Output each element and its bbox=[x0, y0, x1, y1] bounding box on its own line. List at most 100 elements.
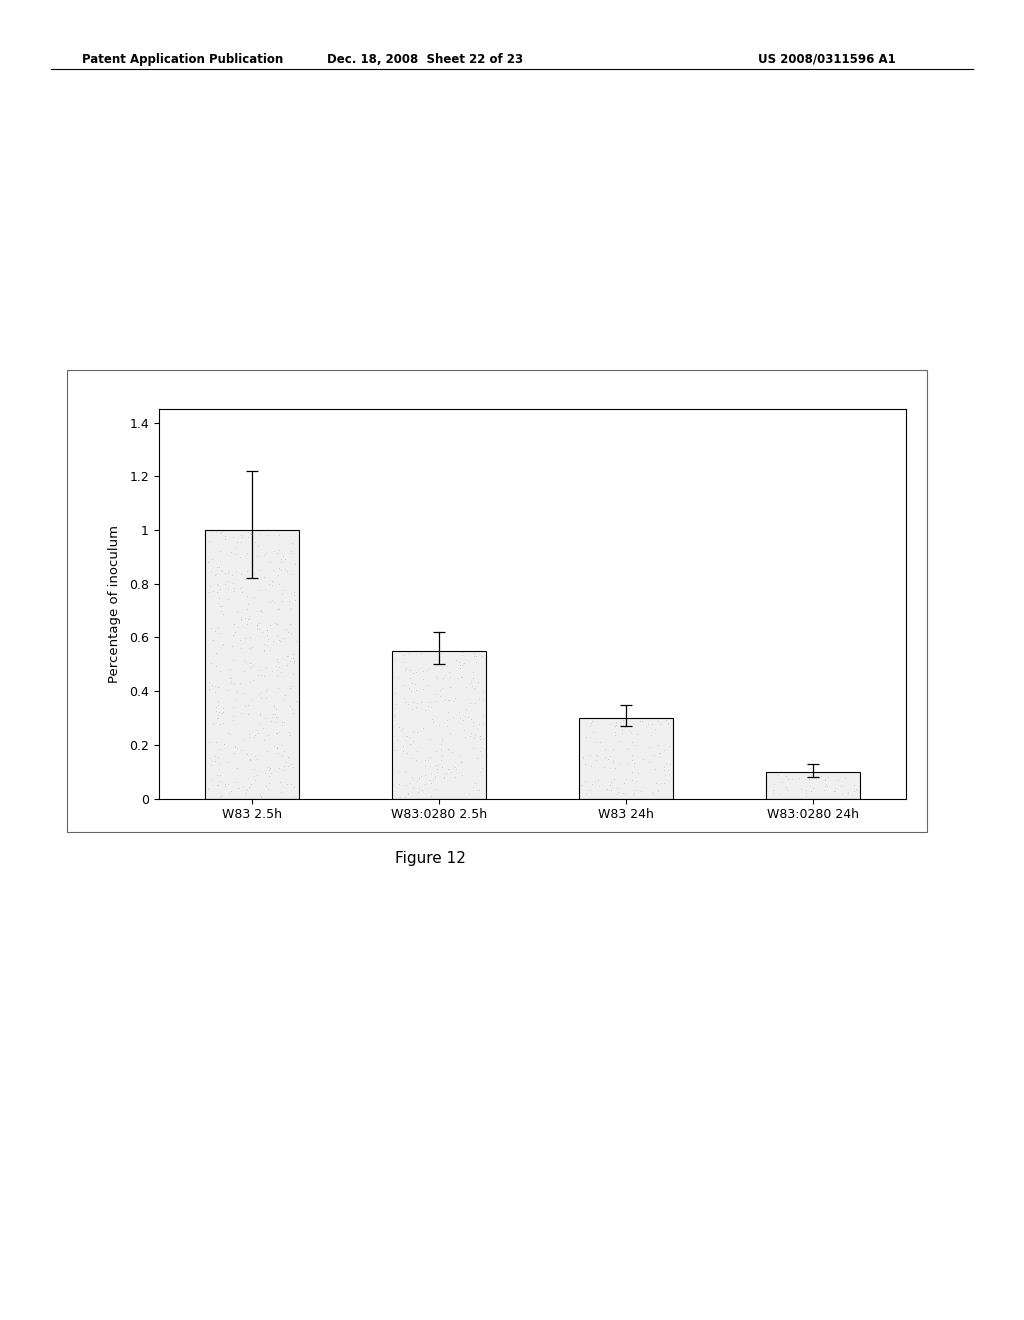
Point bbox=[400, 677, 417, 698]
Text: Dec. 18, 2008  Sheet 22 of 23: Dec. 18, 2008 Sheet 22 of 23 bbox=[327, 53, 523, 66]
Point bbox=[412, 777, 428, 799]
Point bbox=[237, 696, 253, 717]
Point bbox=[207, 746, 223, 767]
Point bbox=[404, 692, 421, 713]
Point bbox=[400, 678, 417, 700]
Point bbox=[608, 777, 625, 799]
Point bbox=[410, 781, 426, 803]
Point bbox=[422, 729, 438, 750]
Point bbox=[223, 564, 240, 585]
Point bbox=[212, 560, 228, 581]
Point bbox=[417, 700, 433, 721]
Point bbox=[446, 756, 463, 777]
Point bbox=[437, 689, 454, 710]
Point bbox=[422, 755, 438, 776]
Point bbox=[246, 759, 262, 780]
Point bbox=[466, 678, 482, 700]
Point bbox=[230, 616, 247, 638]
Point bbox=[390, 717, 407, 738]
Point bbox=[244, 636, 260, 657]
Point bbox=[433, 750, 450, 771]
Point bbox=[406, 663, 422, 684]
Point bbox=[475, 705, 492, 726]
Point bbox=[208, 700, 224, 721]
Point bbox=[399, 783, 416, 804]
Point bbox=[588, 744, 604, 766]
Point bbox=[642, 725, 658, 746]
Point bbox=[402, 747, 419, 768]
Point bbox=[220, 562, 237, 583]
Point bbox=[239, 652, 255, 673]
Point bbox=[265, 704, 282, 725]
Point bbox=[590, 770, 606, 791]
Point bbox=[474, 744, 490, 766]
Point bbox=[253, 664, 269, 685]
Point bbox=[209, 764, 225, 785]
Point bbox=[433, 730, 450, 751]
Point bbox=[597, 738, 613, 759]
Point bbox=[269, 597, 286, 618]
Point bbox=[275, 627, 292, 648]
Point bbox=[389, 762, 406, 783]
Point bbox=[252, 702, 268, 723]
Point bbox=[389, 730, 406, 751]
Point bbox=[240, 609, 256, 630]
Point bbox=[263, 589, 280, 610]
Point bbox=[408, 661, 424, 682]
Point bbox=[656, 760, 673, 781]
Point bbox=[214, 603, 230, 624]
Point bbox=[608, 711, 625, 733]
Point bbox=[415, 678, 431, 700]
Point bbox=[239, 543, 255, 564]
Point bbox=[608, 714, 625, 735]
Point bbox=[465, 668, 481, 689]
Point bbox=[588, 731, 604, 752]
Point bbox=[600, 748, 616, 770]
Point bbox=[214, 635, 230, 656]
Point bbox=[212, 739, 228, 760]
Point bbox=[220, 781, 237, 803]
Point bbox=[433, 659, 450, 680]
Point bbox=[237, 568, 253, 589]
Point bbox=[242, 652, 258, 673]
Point bbox=[282, 651, 298, 672]
Point bbox=[401, 772, 418, 793]
Point bbox=[417, 748, 433, 770]
Point bbox=[271, 557, 288, 578]
Point bbox=[211, 701, 227, 722]
Point bbox=[391, 787, 408, 808]
Point bbox=[226, 537, 243, 558]
Point bbox=[282, 722, 298, 743]
Point bbox=[629, 723, 645, 744]
Point bbox=[651, 713, 668, 734]
Point bbox=[660, 735, 677, 756]
Point bbox=[424, 708, 440, 729]
Point bbox=[270, 656, 287, 677]
Point bbox=[267, 704, 284, 725]
Point bbox=[409, 751, 425, 772]
Point bbox=[395, 717, 412, 738]
Point bbox=[465, 661, 481, 682]
Point bbox=[233, 638, 250, 659]
Point bbox=[625, 711, 641, 733]
Point bbox=[397, 657, 414, 678]
Point bbox=[462, 692, 478, 713]
Point bbox=[267, 711, 284, 733]
Point bbox=[225, 612, 242, 634]
Point bbox=[440, 661, 457, 682]
Point bbox=[282, 725, 298, 746]
Point bbox=[402, 660, 419, 681]
Point bbox=[616, 772, 633, 793]
Point bbox=[649, 780, 666, 801]
Point bbox=[606, 758, 623, 779]
Point bbox=[846, 781, 862, 803]
Point bbox=[404, 777, 421, 799]
Point bbox=[268, 543, 285, 564]
Point bbox=[201, 531, 217, 552]
Point bbox=[474, 758, 490, 779]
Point bbox=[628, 770, 644, 791]
Point bbox=[221, 667, 238, 688]
Point bbox=[436, 767, 453, 788]
Point bbox=[454, 667, 470, 688]
Point bbox=[241, 727, 257, 748]
